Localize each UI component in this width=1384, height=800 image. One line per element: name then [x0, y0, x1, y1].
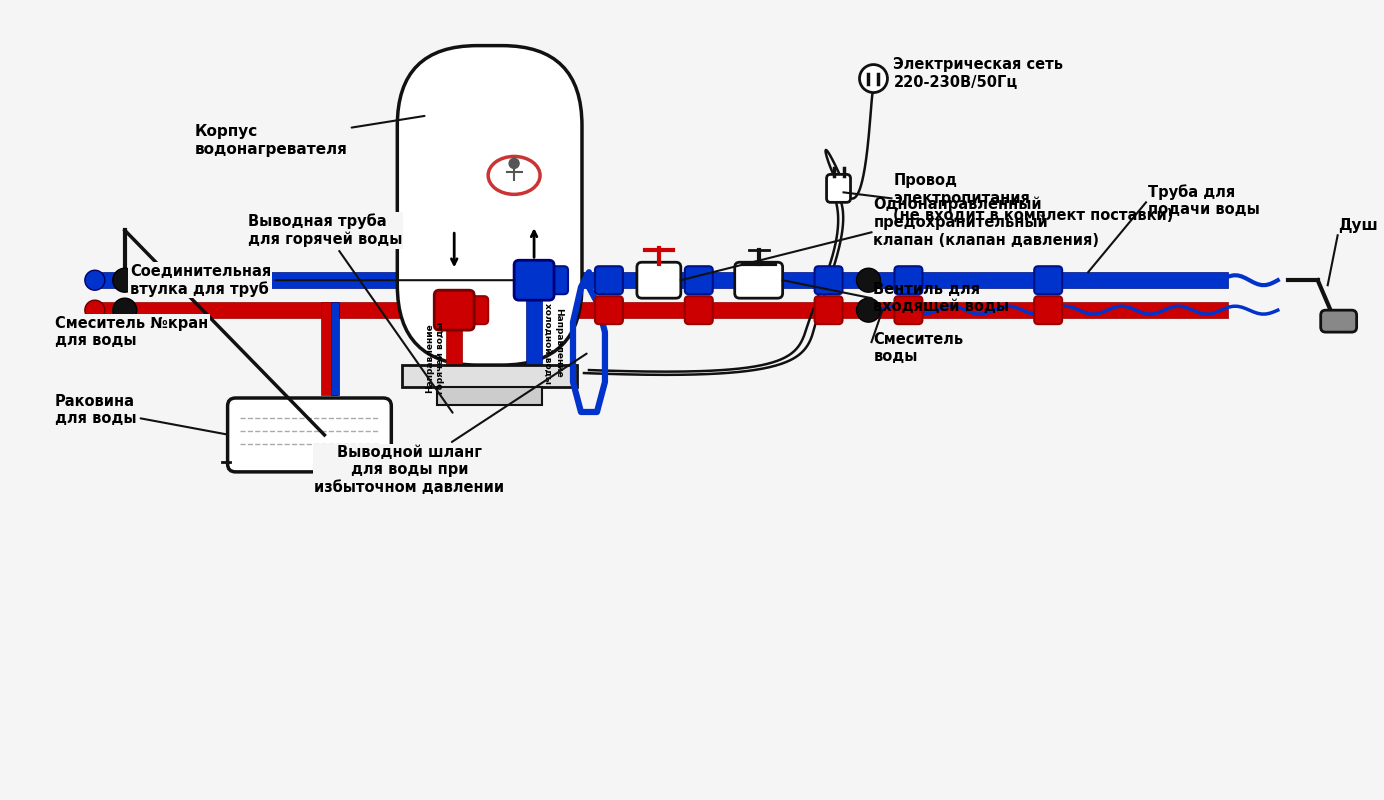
Bar [331, 302, 339, 395]
Text: Вентиль для
входящей воды: Вентиль для входящей воды [873, 282, 1009, 314]
Ellipse shape [489, 157, 540, 194]
Circle shape [84, 270, 105, 290]
FancyBboxPatch shape [461, 296, 489, 324]
Bar [95, 272, 1228, 288]
Text: Труба для
подачи воды: Труба для подачи воды [1147, 184, 1259, 217]
FancyBboxPatch shape [685, 296, 713, 324]
Bar [403, 365, 577, 387]
FancyBboxPatch shape [894, 296, 922, 324]
FancyBboxPatch shape [1034, 296, 1062, 324]
FancyBboxPatch shape [513, 260, 554, 300]
Circle shape [509, 158, 519, 169]
Text: Выводная труба
для горячей воды: Выводная труба для горячей воды [248, 214, 453, 413]
Circle shape [84, 300, 105, 320]
Bar [321, 302, 338, 395]
Text: Электрическая сеть
220-230В/50Гц: Электрическая сеть 220-230В/50Гц [894, 58, 1063, 90]
FancyBboxPatch shape [595, 266, 623, 294]
Bar [526, 288, 543, 405]
Circle shape [522, 268, 547, 292]
FancyBboxPatch shape [1034, 266, 1062, 294]
Circle shape [859, 65, 887, 93]
Text: Смеситель №кран
для воды: Смеситель №кран для воды [55, 310, 208, 348]
FancyBboxPatch shape [227, 398, 392, 472]
Bar [639, 272, 678, 288]
Circle shape [857, 268, 880, 292]
Text: Направление
холодной воды: Направление холодной воды [544, 302, 563, 383]
Bar [437, 387, 543, 405]
FancyBboxPatch shape [815, 296, 843, 324]
FancyBboxPatch shape [815, 266, 843, 294]
Bar [446, 318, 462, 405]
Text: Корпус
водонагревателя: Корпус водонагревателя [195, 116, 425, 157]
Circle shape [857, 298, 880, 322]
Bar [95, 302, 1228, 318]
Text: Провод
электропитания
(не входит в комплект поставки): Провод электропитания (не входит в компл… [894, 174, 1174, 223]
FancyBboxPatch shape [540, 266, 567, 294]
Text: Смеситель
воды: Смеситель воды [873, 332, 963, 364]
Text: Однонаправленный
предохранительный
клапан (клапан давления): Однонаправленный предохранительный клапа… [873, 197, 1099, 248]
FancyBboxPatch shape [397, 46, 583, 365]
Text: Душ: Душ [1338, 218, 1377, 233]
FancyBboxPatch shape [637, 262, 681, 298]
FancyBboxPatch shape [685, 266, 713, 294]
Circle shape [113, 268, 137, 292]
FancyBboxPatch shape [735, 262, 782, 298]
Text: Соединительная
втулка для труб: Соединительная втулка для труб [130, 263, 513, 297]
Text: Направление
горячей воды: Направление горячей воды [425, 322, 444, 394]
FancyBboxPatch shape [894, 266, 922, 294]
Text: Выводной шланг
для воды при
избыточном давлении: Выводной шланг для воды при избыточном д… [314, 354, 587, 494]
Circle shape [113, 298, 137, 322]
FancyBboxPatch shape [595, 296, 623, 324]
Circle shape [443, 298, 466, 322]
FancyBboxPatch shape [1320, 310, 1356, 332]
FancyBboxPatch shape [826, 174, 851, 202]
FancyBboxPatch shape [435, 290, 475, 330]
Text: Раковина
для воды: Раковина для воды [55, 394, 227, 434]
